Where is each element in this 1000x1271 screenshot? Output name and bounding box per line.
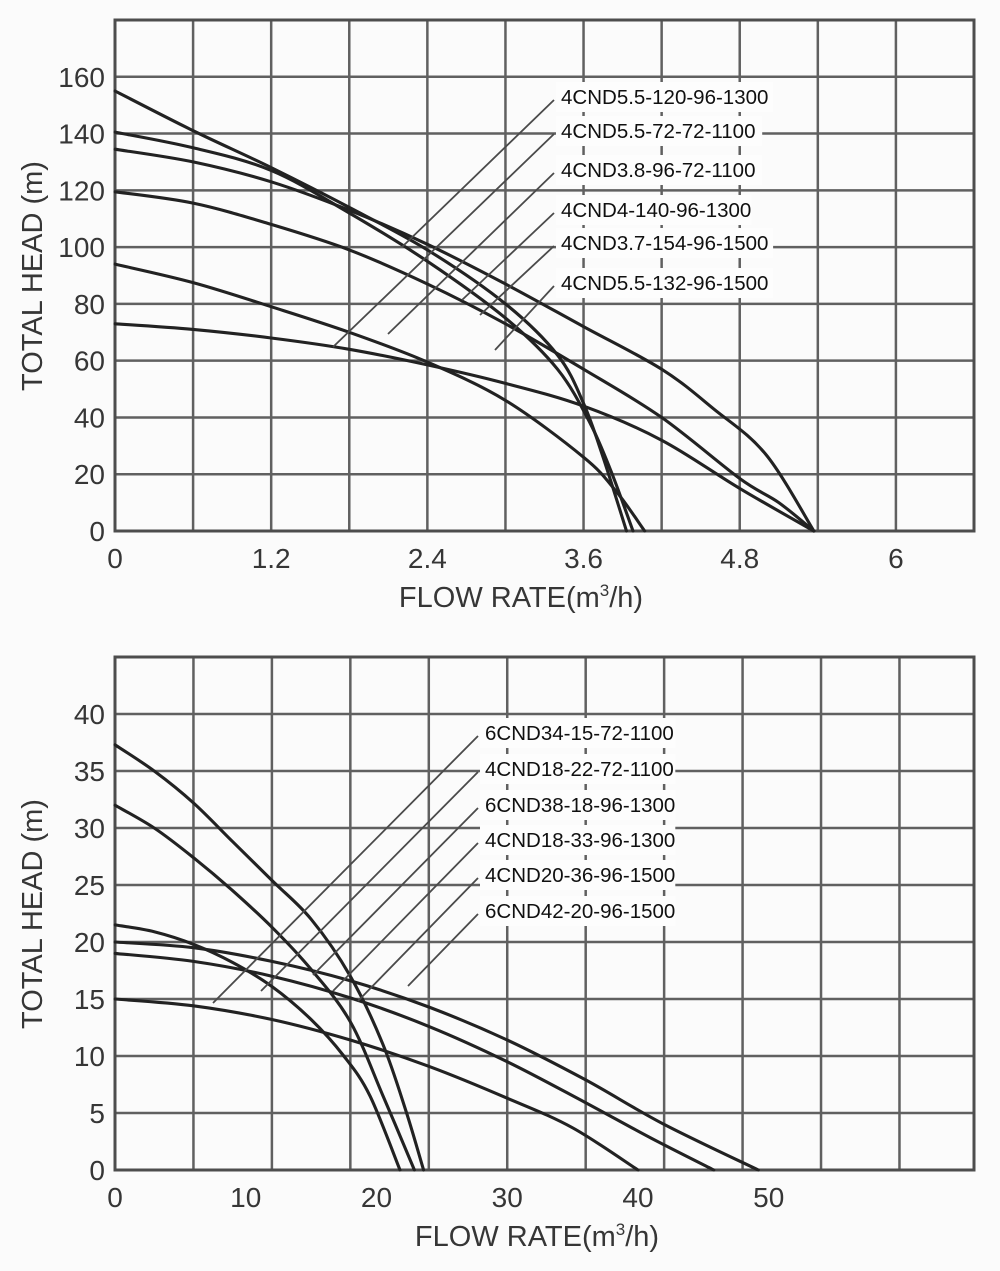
x-axis-title: FLOW RATE(m3/h) bbox=[415, 1220, 659, 1253]
pump-curves-4cnd-leaders bbox=[332, 99, 555, 351]
series-label: 6CND38-18-96-1300 bbox=[485, 794, 675, 817]
series-label-bg bbox=[480, 718, 676, 748]
y-tick-label: 0 bbox=[89, 1155, 105, 1186]
x-tick-label: 1.2 bbox=[252, 543, 291, 574]
y-axis-title: TOTAL HEAD (m) bbox=[17, 799, 49, 1029]
series-label: 4CND5.5-120-96-1300 bbox=[561, 86, 768, 109]
label-leader-line bbox=[212, 735, 479, 1004]
label-leader-line bbox=[332, 133, 555, 348]
y-tick-label: 20 bbox=[74, 927, 105, 958]
y-tick-label: 120 bbox=[58, 175, 105, 206]
series-label-bg bbox=[480, 754, 676, 784]
y-tick-label: 40 bbox=[74, 402, 105, 433]
series-label: 4CND3.8-96-72-1100 bbox=[561, 159, 755, 182]
curve-4CND5.5-120-96-1300 bbox=[113, 190, 816, 533]
pump-curves-6cnd-leaders bbox=[212, 735, 479, 1004]
series-label: 4CND3.7-154-96-1500 bbox=[561, 232, 768, 255]
label-leader-line bbox=[407, 913, 479, 987]
y-tick-label: 80 bbox=[74, 289, 105, 320]
y-tick-label: 160 bbox=[58, 62, 105, 93]
x-axis-title: FLOW RATE(m3/h) bbox=[399, 581, 643, 614]
label-leader-line bbox=[461, 212, 555, 301]
pump-curves-4cnd-grid bbox=[113, 18, 976, 533]
curve-4CND20-36-96-1500 bbox=[113, 743, 426, 1172]
pump-curves-6cnd-label-texts: 6CND34-15-72-1100 4CND18-22-72-1100 6CND38… bbox=[485, 722, 675, 923]
x-tick-label: 0 bbox=[107, 1182, 123, 1213]
y-tick-label: 60 bbox=[74, 346, 105, 377]
curve-6CND38-18-96-1300 bbox=[113, 951, 716, 1172]
pump-curves-4cnd-label-boxes bbox=[556, 82, 774, 298]
label-leader-line bbox=[357, 877, 479, 1002]
pump-curves-4cnd-label-texts: 4CND5.5-120-96-1300 4CND5.5-72-72-1100 4CN… bbox=[561, 86, 768, 295]
series-label-bg bbox=[556, 195, 752, 225]
series-label: 4CND5.5-72-72-1100 bbox=[561, 120, 755, 143]
label-leader-line bbox=[312, 807, 479, 976]
label-leader-line bbox=[387, 172, 555, 335]
series-label-bg bbox=[556, 116, 763, 146]
curve-4CND5.5-72-72-1100 bbox=[113, 322, 816, 533]
y-tick-label: 15 bbox=[74, 984, 105, 1015]
pump-curves-4cnd: 4CND5.5-120-96-1300 4CND5.5-72-72-1100 4CN… bbox=[17, 18, 976, 614]
label-leader-line bbox=[332, 842, 479, 992]
series-label: 4CND20-36-96-1500 bbox=[485, 864, 675, 887]
series-label-bg bbox=[556, 268, 774, 298]
label-leader-line bbox=[401, 99, 555, 248]
curve-4CND4-140-96-1300 bbox=[113, 130, 635, 533]
y-tick-label: 40 bbox=[74, 699, 105, 730]
plot-border bbox=[113, 18, 976, 533]
series-label-bg bbox=[480, 896, 676, 926]
x-tick-label: 20 bbox=[361, 1182, 392, 1213]
y-tick-label: 35 bbox=[74, 756, 105, 787]
series-label-bg bbox=[480, 790, 676, 820]
curve-4CND5.5-132-96-1500 bbox=[113, 147, 816, 533]
label-leader-line bbox=[260, 771, 479, 992]
curve-4CND18-33-96-1300 bbox=[113, 803, 416, 1172]
y-tick-label: 0 bbox=[89, 516, 105, 547]
y-tick-label: 20 bbox=[74, 459, 105, 490]
series-label: 4CND5.5-132-96-1500 bbox=[561, 272, 768, 295]
pump-curves-6cnd: 6CND34-15-72-1100 4CND18-22-72-1100 6CND38… bbox=[17, 655, 976, 1253]
series-label: 4CND4-140-96-1300 bbox=[561, 199, 751, 222]
label-leader-line bbox=[479, 245, 555, 316]
x-tick-label: 10 bbox=[230, 1182, 261, 1213]
series-label-bg bbox=[480, 860, 676, 890]
y-tick-label: 10 bbox=[74, 1041, 105, 1072]
series-label: 4CND18-22-72-1100 bbox=[485, 758, 674, 781]
x-tick-label: 2.4 bbox=[408, 543, 447, 574]
series-label: 6CND34-15-72-1100 bbox=[485, 722, 674, 745]
series-label-bg bbox=[556, 228, 774, 258]
y-tick-label: 100 bbox=[58, 232, 105, 263]
series-label: 4CND18-33-96-1300 bbox=[485, 829, 675, 852]
y-tick-label: 140 bbox=[58, 119, 105, 150]
label-leader-line bbox=[494, 285, 555, 351]
series-label-bg bbox=[480, 825, 676, 855]
x-tick-label: 3.6 bbox=[564, 543, 603, 574]
pump-curves-6cnd-label-boxes bbox=[480, 718, 676, 926]
plot-border bbox=[113, 655, 976, 1172]
curve-6CND42-20-96-1500 bbox=[113, 940, 760, 1172]
y-tick-label: 5 bbox=[89, 1098, 105, 1129]
x-tick-label: 40 bbox=[622, 1182, 653, 1213]
x-tick-label: 0 bbox=[107, 543, 123, 574]
series-label-bg bbox=[556, 155, 763, 185]
x-tick-label: 50 bbox=[753, 1182, 784, 1213]
curve-6CND34-15-72-1100 bbox=[113, 997, 640, 1172]
x-tick-label: 30 bbox=[492, 1182, 523, 1213]
series-label-bg bbox=[556, 82, 774, 112]
curve-4CND18-22-72-1100 bbox=[113, 923, 402, 1172]
curve-4CND3.8-96-72-1100 bbox=[113, 262, 647, 533]
y-tick-label: 25 bbox=[74, 870, 105, 901]
series-label: 6CND42-20-96-1500 bbox=[485, 900, 675, 923]
y-tick-label: 30 bbox=[74, 813, 105, 844]
y-axis-title: TOTAL HEAD (m) bbox=[17, 161, 49, 391]
x-tick-label: 4.8 bbox=[720, 543, 759, 574]
x-tick-label: 6 bbox=[888, 543, 904, 574]
